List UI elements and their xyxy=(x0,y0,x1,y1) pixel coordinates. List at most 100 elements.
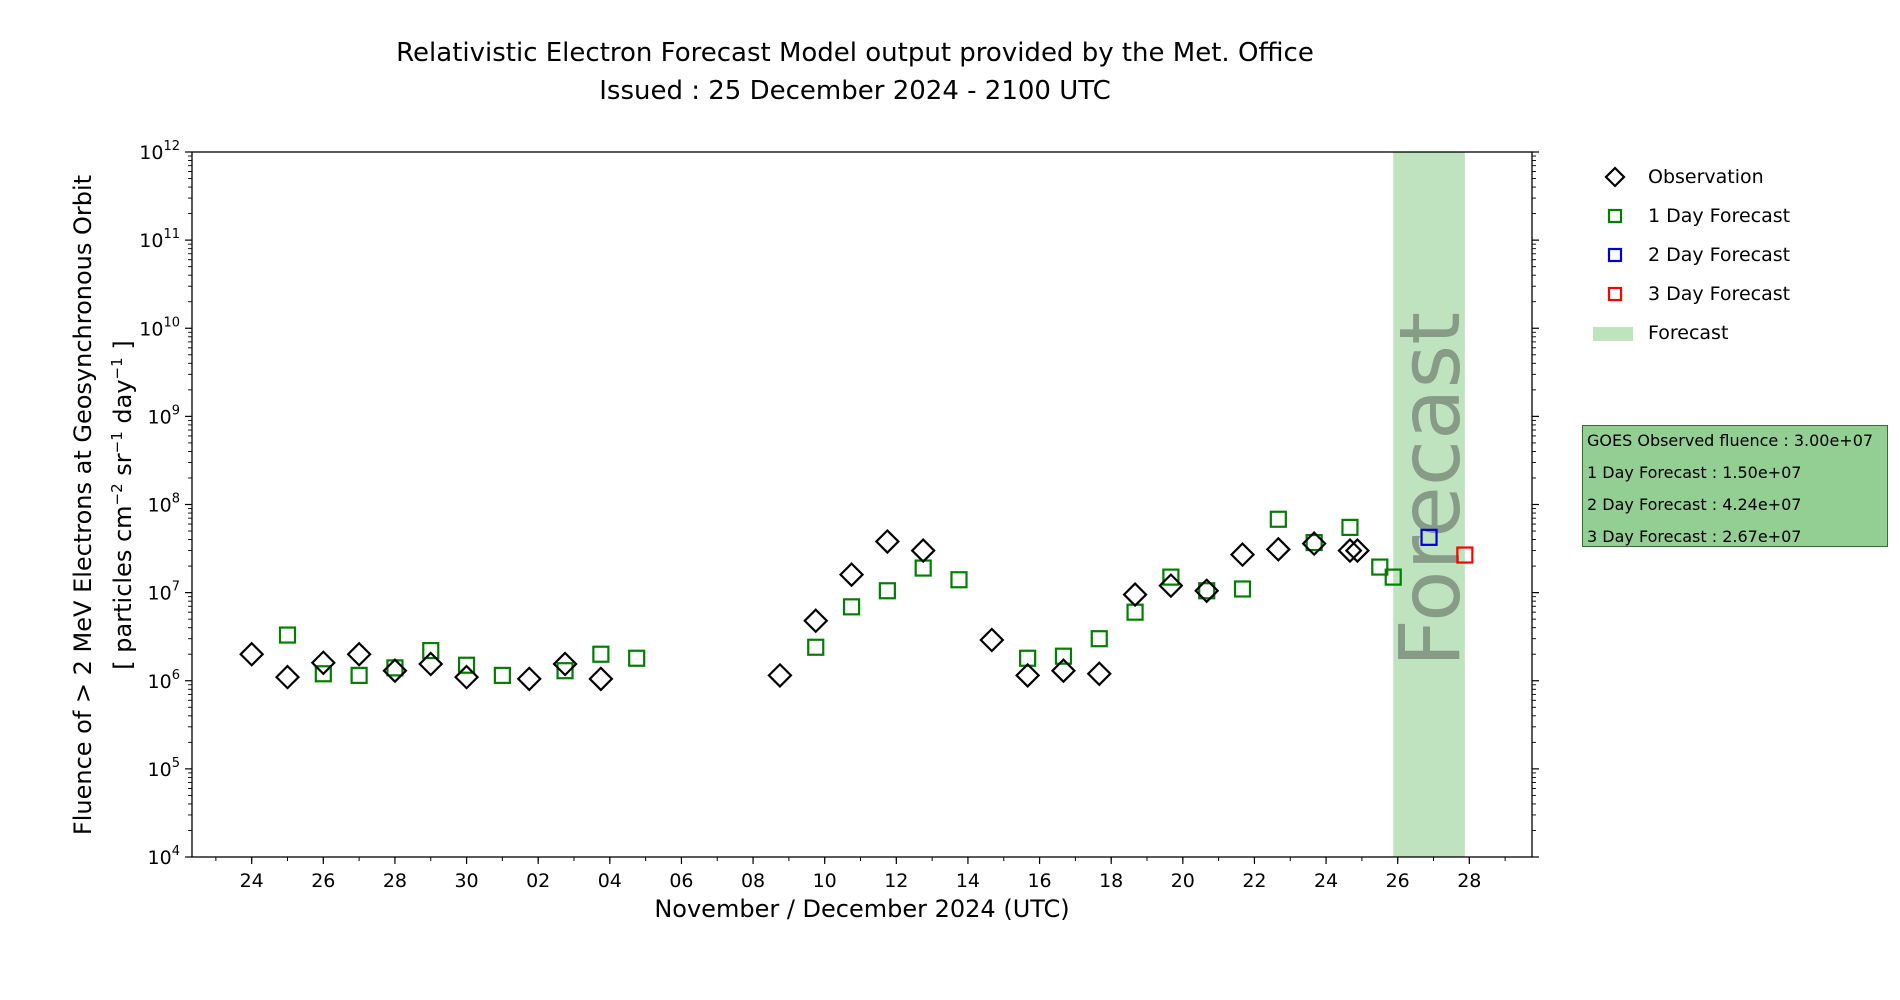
observation-point xyxy=(1344,538,1370,564)
1-day-forecast-point xyxy=(422,641,440,660)
x-tick-label: 02 xyxy=(526,870,550,892)
info-line-3-day: 3 Day Forecast : 2.67e+07 xyxy=(1587,527,1802,546)
y-tick-label: 1012 xyxy=(139,139,180,164)
y-units-part-3: −1 xyxy=(108,431,126,454)
observation-point xyxy=(874,528,900,555)
1-day-forecast-point xyxy=(1162,568,1180,586)
1-day-forecast-point xyxy=(807,638,825,656)
y-axis-label-main: Fluence of > 2 MeV Electrons at Geosynch… xyxy=(69,174,97,836)
3-day-forecast-point xyxy=(1456,546,1474,564)
observation-point xyxy=(1015,662,1041,688)
y-tick-label: 105 xyxy=(148,756,180,781)
x-tick-label: 04 xyxy=(598,870,622,892)
y-tick-base: 10 xyxy=(139,318,163,340)
y-axis-label-units: [ particles cm−2 sr−1 day−1 ] xyxy=(100,55,140,955)
1-day-forecast-point xyxy=(1341,518,1359,536)
x-tick-label: 24 xyxy=(1314,870,1338,892)
y-tick-exponent: 5 xyxy=(172,756,180,771)
y-tick-exponent: 11 xyxy=(163,227,180,242)
1-day-forecast-point xyxy=(493,666,511,685)
observation-point xyxy=(1122,582,1148,608)
red-square-marker-icon xyxy=(1607,286,1623,302)
y-tick-label: 1011 xyxy=(139,227,180,252)
1-day-forecast-point xyxy=(350,666,368,685)
legend-label: 2 Day Forecast xyxy=(1648,244,1791,266)
x-tick-label: 26 xyxy=(1386,870,1410,892)
y-tick-label: 108 xyxy=(148,492,180,517)
x-tick-label: 06 xyxy=(669,870,693,892)
y-axis-label: Fluence of > 2 MeV Electrons at Geosynch… xyxy=(66,55,140,955)
y-tick-base: 10 xyxy=(139,142,163,164)
y-tick-base: 10 xyxy=(148,495,172,517)
y-tick-base: 10 xyxy=(148,671,172,693)
1-day-forecast-point xyxy=(1054,647,1073,665)
1-day-forecast-point xyxy=(1269,510,1287,528)
info-line-2-day: 2 Day Forecast : 4.24e+07 xyxy=(1587,495,1802,514)
observation-point xyxy=(1050,658,1077,684)
blue-square-marker-icon xyxy=(1607,247,1623,263)
observation-point xyxy=(382,658,408,684)
y-tick-base: 10 xyxy=(139,230,163,252)
y-units-part-4: day xyxy=(109,379,137,432)
y-units-part-1: −2 xyxy=(108,483,126,506)
plot-frame xyxy=(191,151,1533,858)
observation-point xyxy=(1158,573,1184,599)
1-day-forecast-point xyxy=(457,656,476,674)
y-tick-label: 1010 xyxy=(139,315,180,340)
1-day-forecast-point xyxy=(592,645,610,663)
1-day-forecast-point xyxy=(278,626,297,644)
y-tick-base: 10 xyxy=(148,406,172,428)
x-axis-label: November / December 2024 (UTC) xyxy=(654,895,1070,923)
1-day-forecast-point xyxy=(628,649,646,667)
y-tick-exponent: 9 xyxy=(172,403,180,418)
legend-label: 1 Day Forecast xyxy=(1648,205,1791,227)
observation-point xyxy=(1229,542,1256,568)
observation-point xyxy=(1194,578,1220,604)
y-tick-exponent: 6 xyxy=(172,668,180,683)
x-tick-label: 24 xyxy=(240,870,264,892)
observation-point xyxy=(1337,538,1363,564)
2-day-forecast-point xyxy=(1420,528,1438,546)
x-tick-label: 22 xyxy=(1242,870,1266,892)
observation-point xyxy=(979,627,1005,653)
info-line-observed: GOES Observed fluence : 3.00e+07 xyxy=(1587,431,1874,450)
y-tick-label: 109 xyxy=(148,403,180,428)
x-tick-label: 20 xyxy=(1171,870,1195,892)
observation-point xyxy=(346,641,372,667)
1-day-forecast-point xyxy=(842,598,861,616)
fluence-info-box: GOES Observed fluence : 3.00e+07 1 Day F… xyxy=(1582,425,1888,547)
1-day-forecast-point xyxy=(556,662,574,680)
observation-point xyxy=(239,641,265,667)
forecast-region xyxy=(1393,152,1465,857)
observation-point xyxy=(418,651,444,677)
observation-point xyxy=(274,664,301,690)
y-tick-exponent: 10 xyxy=(163,315,180,330)
1-day-forecast-point xyxy=(386,659,404,677)
y-tick-label: 104 xyxy=(148,844,180,869)
x-tick-label: 28 xyxy=(383,870,407,892)
observation-point xyxy=(838,562,865,588)
x-tick-label: 16 xyxy=(1027,870,1051,892)
1-day-forecast-point xyxy=(1384,568,1402,586)
green-square-marker-icon xyxy=(1607,208,1623,224)
y-tick-exponent: 8 xyxy=(172,492,180,507)
y-tick-label: 107 xyxy=(148,580,180,605)
observation-point xyxy=(516,666,542,692)
x-tick-label: 14 xyxy=(956,870,980,892)
x-tick-label: 28 xyxy=(1457,870,1481,892)
y-tick-exponent: 7 xyxy=(172,580,180,595)
1-day-forecast-point xyxy=(950,571,968,589)
y-units-part-5: −1 xyxy=(108,357,126,380)
1-day-forecast-point xyxy=(1233,580,1252,598)
y-tick-exponent: 12 xyxy=(163,139,180,154)
y-tick-base: 10 xyxy=(148,759,172,781)
diamond-marker-icon xyxy=(1604,166,1626,188)
x-tick-label: 10 xyxy=(813,870,837,892)
x-tick-label: 26 xyxy=(311,870,335,892)
1-day-forecast-point xyxy=(1198,582,1216,600)
x-tick-label: 30 xyxy=(454,870,478,892)
x-tick-label: 12 xyxy=(884,870,908,892)
1-day-forecast-point xyxy=(1090,630,1108,648)
1-day-forecast-point xyxy=(1371,558,1389,576)
